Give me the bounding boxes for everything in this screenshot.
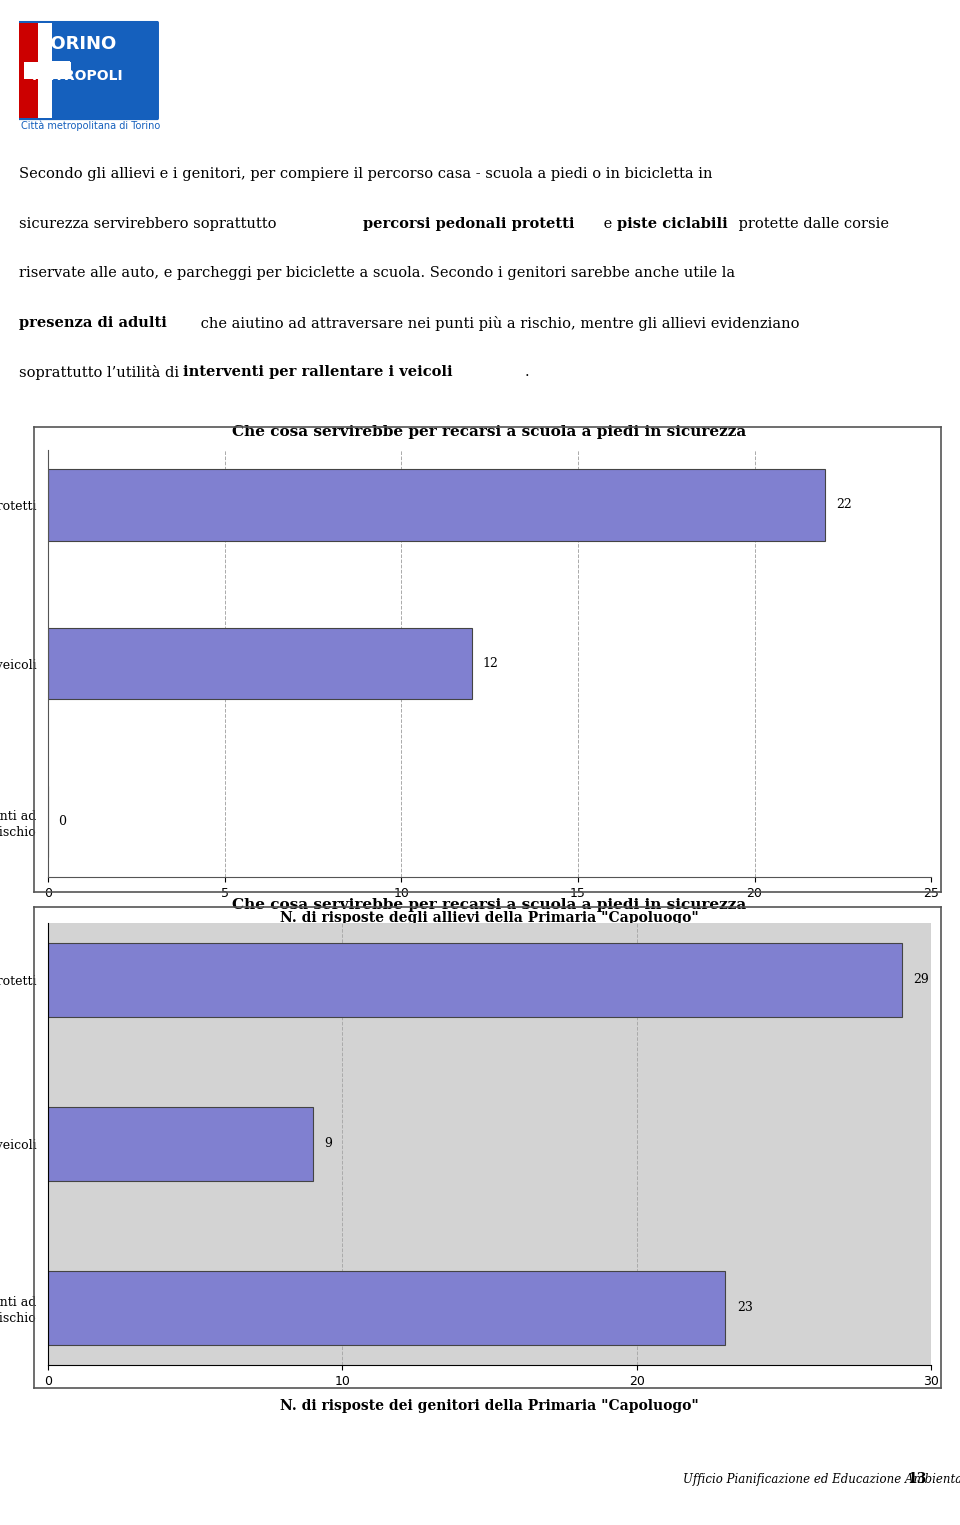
Bar [48,1270,725,1345]
Bar [48,1107,313,1180]
X-axis label: N. di risposte dei genitori della Primaria "Capoluogo": N. di risposte dei genitori della Primar… [280,1398,699,1412]
Bar [48,942,901,1017]
Text: riservate alle auto, e parcheggi per biciclette a scuola. Secondo i genitori sar: riservate alle auto, e parcheggi per bic… [19,267,735,281]
Text: 22: 22 [836,499,852,511]
Text: Secondo gli allievi e i genitori, per compiere il percorso casa - scuola a piedi: Secondo gli allievi e i genitori, per co… [19,168,712,181]
Text: Città metropolitana di Torino: Città metropolitana di Torino [21,120,160,131]
Title: Che cosa servirebbe per recarsi a scuola a piedi in sicurezza: Che cosa servirebbe per recarsi a scuola… [232,425,747,439]
FancyBboxPatch shape [17,21,159,120]
FancyBboxPatch shape [24,61,70,79]
Text: TORINO: TORINO [38,35,117,53]
Text: protette dalle corsie: protette dalle corsie [734,217,889,230]
Text: METROPOLI: METROPOLI [32,69,124,84]
Text: 29: 29 [914,973,929,987]
X-axis label: N. di risposte degli allievi della Primaria "Capoluogo": N. di risposte degli allievi della Prima… [280,910,699,924]
FancyBboxPatch shape [37,23,52,119]
Text: Ufficio Pianificazione ed Educazione Ambientale e Agenda21- aprile 2015: Ufficio Pianificazione ed Educazione Amb… [683,1473,960,1485]
Text: .: . [524,364,529,378]
Bar [48,470,826,540]
Text: e: e [599,217,616,230]
Text: 23: 23 [737,1301,753,1315]
Text: che aiutino ad attraversare nei punti più a rischio, mentre gli allievi evidenzi: che aiutino ad attraversare nei punti pi… [196,316,800,331]
FancyBboxPatch shape [19,23,38,119]
Text: 0: 0 [59,816,66,828]
Title: Che cosa servirebbe per recarsi a scuola a piedi in sicurezza: Che cosa servirebbe per recarsi a scuola… [232,898,747,912]
Text: interventi per rallentare i veicoli: interventi per rallentare i veicoli [183,364,453,378]
FancyBboxPatch shape [24,61,70,78]
Text: sicurezza servirebbero soprattutto: sicurezza servirebbero soprattutto [19,217,281,230]
Text: 12: 12 [483,657,498,669]
Text: 9: 9 [324,1138,332,1150]
Bar [48,628,472,698]
FancyBboxPatch shape [38,32,52,113]
Text: percorsi pedonali protetti: percorsi pedonali protetti [363,217,574,230]
Text: piste ciclabili: piste ciclabili [617,217,728,230]
Text: soprattutto l’utilità di: soprattutto l’utilità di [19,364,184,380]
Text: 13: 13 [907,1472,927,1487]
Text: presenza di adulti: presenza di adulti [19,316,167,329]
